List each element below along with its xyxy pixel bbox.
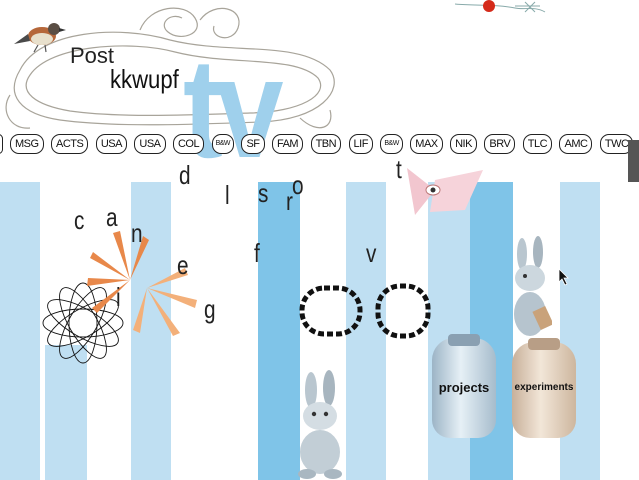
channel-button-13[interactable]: NIK bbox=[450, 134, 477, 154]
projects-jar-lid bbox=[448, 334, 480, 346]
letter-e[interactable]: e bbox=[177, 250, 189, 280]
experiments-label[interactable]: experiments bbox=[514, 382, 574, 393]
channel-button-8[interactable]: FAM bbox=[271, 134, 304, 154]
edge-image bbox=[628, 140, 639, 182]
experiments-jar-lid bbox=[528, 338, 560, 350]
letter-v[interactable]: v bbox=[366, 238, 377, 268]
post-label[interactable]: Post bbox=[70, 43, 115, 68]
letter-r[interactable]: r bbox=[286, 186, 293, 216]
channel-button-16[interactable]: AMC bbox=[559, 134, 593, 154]
bunny-icon-top bbox=[514, 236, 552, 336]
letter-d[interactable]: d bbox=[179, 160, 191, 190]
letter-n[interactable]: n bbox=[131, 218, 143, 248]
channel-button-3[interactable]: USA bbox=[95, 134, 127, 154]
swirl-frame bbox=[5, 7, 335, 129]
cursor-icon bbox=[558, 268, 569, 286]
experiments-jar[interactable]: experiments bbox=[512, 338, 576, 438]
letter-o[interactable]: o bbox=[292, 170, 304, 200]
letter-a[interactable]: a bbox=[106, 202, 118, 232]
channel-button-10[interactable]: LIF bbox=[348, 134, 373, 154]
channel-button-6[interactable]: B&W bbox=[211, 134, 235, 154]
stripe-5 bbox=[346, 182, 386, 480]
channel-button-2[interactable]: ACTS bbox=[51, 134, 89, 154]
stripe-2 bbox=[45, 345, 87, 480]
channel-button-11[interactable]: B&W bbox=[380, 134, 403, 154]
letter-i[interactable]: i bbox=[116, 282, 121, 312]
letter-c[interactable]: c bbox=[74, 205, 85, 235]
channel-button-1[interactable]: MSG bbox=[10, 134, 44, 154]
letter-g[interactable]: g bbox=[204, 294, 216, 324]
sunburst-icon bbox=[87, 231, 197, 336]
channel-row: MSG ACTS USA USA COL B&W SF FAM TBN LIF … bbox=[0, 134, 636, 156]
letter-l[interactable]: l bbox=[225, 180, 230, 210]
letter-f[interactable]: f bbox=[254, 238, 260, 268]
channel-button-12[interactable]: MAX bbox=[410, 134, 443, 154]
channel-button-4[interactable]: USA bbox=[134, 134, 166, 154]
bunny-icon-bottom bbox=[298, 370, 342, 479]
letter-t[interactable]: t bbox=[396, 154, 402, 184]
rope-ring-icon bbox=[299, 283, 431, 339]
letter-s[interactable]: s bbox=[258, 178, 269, 208]
channel-button-9[interactable]: TBN bbox=[310, 134, 342, 154]
tv-logo: tv bbox=[183, 29, 284, 188]
ornament-icon bbox=[455, 0, 546, 13]
stripe-1 bbox=[0, 182, 40, 480]
sub-label[interactable]: kkwupf bbox=[110, 64, 179, 94]
cat-icon bbox=[407, 168, 483, 215]
channel-button-0[interactable] bbox=[0, 134, 3, 154]
projects-label[interactable]: projects bbox=[438, 380, 490, 395]
channel-button-5[interactable]: COL bbox=[172, 134, 205, 154]
channel-button-14[interactable]: BRV bbox=[484, 134, 516, 154]
spirograph-icon bbox=[42, 282, 124, 364]
projects-jar[interactable]: projects bbox=[432, 334, 496, 438]
channel-button-15[interactable]: TLC bbox=[522, 134, 553, 154]
bird-icon bbox=[14, 23, 66, 53]
channel-button-17[interactable]: TWC bbox=[599, 134, 634, 154]
channel-button-7[interactable]: SF bbox=[241, 134, 265, 154]
stripe-4 bbox=[258, 182, 300, 480]
